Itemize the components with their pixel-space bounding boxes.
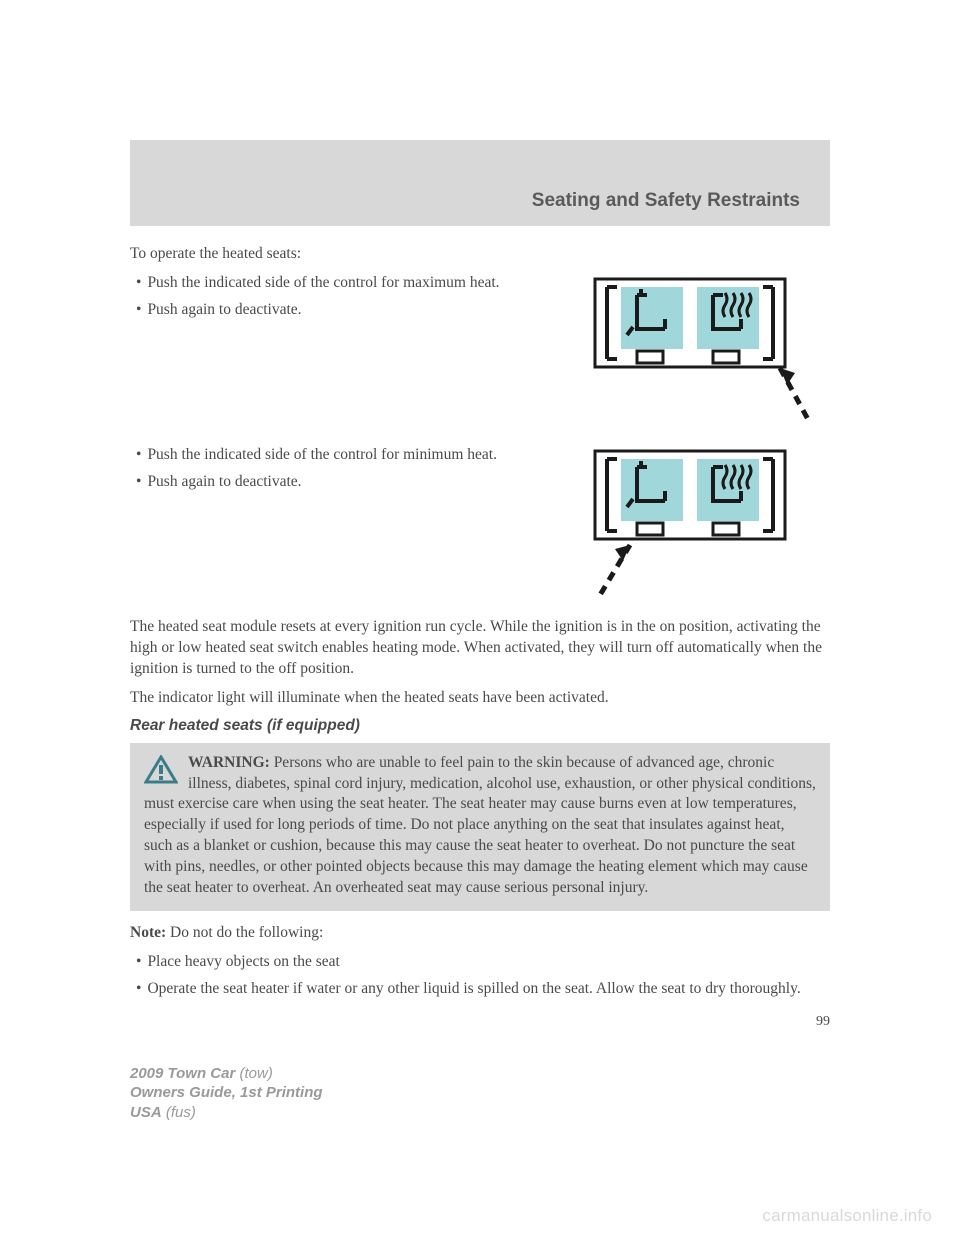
- warning-label: WARNING:: [188, 754, 270, 771]
- warning-triangle-icon: [144, 755, 178, 785]
- paragraph: The heated seat module resets at every i…: [130, 617, 830, 680]
- note-label: Note:: [130, 924, 166, 941]
- manual-page: Seating and Safety Restraints To operate…: [0, 0, 960, 1030]
- footer-code2: (fus): [162, 1104, 196, 1121]
- footer-code: (tow): [235, 1065, 273, 1082]
- watermark-text: carmanualsonline.info: [762, 1206, 932, 1226]
- bullet-item: Push the indicated side of the control f…: [130, 445, 550, 466]
- paragraph: The indicator light will illuminate when…: [130, 688, 830, 709]
- header-bar: Seating and Safety Restraints: [130, 140, 830, 226]
- note-text: Do not do the following:: [166, 924, 323, 941]
- bullet-item: Push again to deactivate.: [130, 300, 550, 321]
- max-heat-control-icon: [585, 273, 815, 433]
- footer-model: 2009 Town Car: [130, 1065, 235, 1082]
- bullet-item: Push again to deactivate.: [130, 472, 550, 493]
- footer-block: 2009 Town Car (tow) Owners Guide, 1st Pr…: [130, 1064, 323, 1123]
- page-number: 99: [130, 1014, 830, 1030]
- max-heat-row: Push the indicated side of the control f…: [130, 273, 830, 433]
- section-title: Seating and Safety Restraints: [532, 190, 800, 212]
- min-heat-row: Push the indicated side of the control f…: [130, 445, 830, 605]
- intro-text: To operate the heated seats:: [130, 244, 830, 265]
- bullet-item: Place heavy objects on the seat: [130, 952, 830, 973]
- bullet-item: Push the indicated side of the control f…: [130, 273, 550, 294]
- bullet-item: Operate the seat heater if water or any …: [130, 979, 830, 1000]
- warning-box: WARNING: Persons who are unable to feel …: [130, 743, 830, 911]
- max-heat-bullets: Push the indicated side of the control f…: [130, 273, 550, 321]
- footer-guide: Owners Guide, 1st Printing: [130, 1083, 323, 1103]
- warning-text: Persons who are unable to feel pain to t…: [144, 754, 816, 897]
- rear-heated-heading: Rear heated seats (if equipped): [130, 717, 830, 735]
- note-line: Note: Do not do the following:: [130, 923, 830, 944]
- footer-region: USA: [130, 1104, 162, 1121]
- min-heat-control-icon: [585, 445, 815, 605]
- note-bullets: Place heavy objects on the seat Operate …: [130, 952, 830, 1000]
- min-heat-bullets: Push the indicated side of the control f…: [130, 445, 550, 493]
